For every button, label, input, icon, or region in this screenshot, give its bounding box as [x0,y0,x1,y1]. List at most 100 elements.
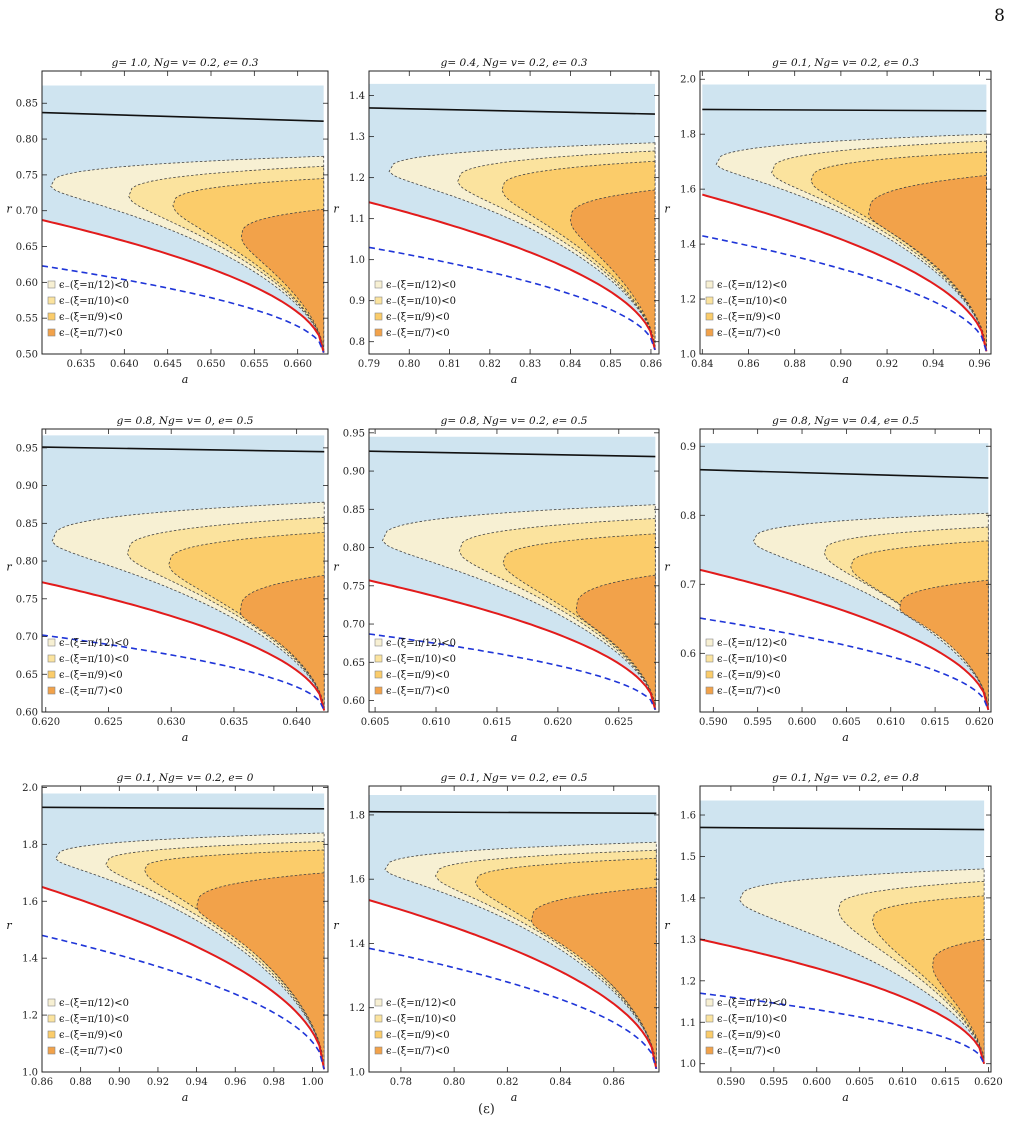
instability-region-4 [868,174,987,352]
x-axis-label: a [842,373,849,386]
plot-frame [699,785,992,1073]
legend-label: ϵ₋(ξ=π/9)<0 [717,670,781,681]
plot-area [42,85,325,353]
red-boundary-curve [700,568,990,711]
upper-black-line [42,111,324,122]
caption-fragment: (ε) [478,1102,495,1117]
instability-region-4 [239,574,325,711]
legend-label: ϵ₋(ξ=π/12)<0 [717,280,787,291]
upper-black-line [700,468,989,479]
upper-black-line [702,108,987,112]
y-tick-label: 0.80 [16,557,38,568]
x-tick-label: 0.625 [604,717,633,728]
blue-dashed-curve [42,265,325,353]
y-tick-label: 1.0 [680,350,696,361]
blue-dashed-curve [369,947,658,1070]
instability-region-3 [872,895,985,1064]
y-tick-label: 0.8 [349,337,365,348]
plot-frame [41,70,329,355]
y-tick-label: 0.80 [16,135,38,146]
x-tick-label: 0.660 [283,359,312,370]
y-tick-label: 1.8 [22,840,38,851]
legend-label: ϵ₋(ξ=π/9)<0 [59,1030,123,1041]
legend-swatch [705,686,714,695]
upper-black-line [42,446,325,453]
panel-9: g= 0.1, Ng= v= 0.2, e= 0.8 0.590 0.595 0.60… [664,772,1002,1104]
legend-swatch [705,638,714,647]
x-tick-label: 0.92 [876,359,898,370]
x-tick-label: 0.655 [240,359,269,370]
y-axis-label: r [664,203,670,216]
red-boundary-curve [42,219,325,353]
y-tick-label: 0.8 [680,511,696,522]
page-number: 8 [994,6,1005,26]
x-tick-label: 0.78 [390,1077,412,1088]
legend-label: ϵ₋(ξ=π/10)<0 [386,654,456,665]
legend-swatch [705,1014,714,1023]
y-tick-label: 1.4 [349,939,365,950]
y-tick-label: 1.3 [349,132,365,143]
legend-swatch [705,1046,714,1055]
legend-label: ϵ₋(ξ=π/9)<0 [59,312,123,323]
panel-6: g= 0.8, Ng= v= 0.4, e= 0.50.590 0.595 0.60… [664,415,993,744]
x-tick-label: 0.88 [784,359,806,370]
x-tick-label: 0.620 [31,717,60,728]
instability-region-4 [899,579,989,710]
y-tick-label: 1.6 [22,897,38,908]
red-boundary-curve [369,579,657,710]
chart-title: g= 0.8, Ng= v= 0.2, e= 0.5 [441,415,588,427]
y-tick-label: 1.2 [680,976,696,987]
y-tick-label: 0.85 [343,505,365,516]
chart-title: g= 0.8, Ng= v= 0.4, e= 0.5 [772,415,919,427]
legend-swatch [374,654,383,663]
legend-label: ϵ₋(ξ=π/10)<0 [717,296,787,307]
y-tick-label: 0.95 [343,428,365,439]
legend-swatch [47,328,56,337]
x-tick-label: 0.96 [224,1077,246,1088]
plot-frame [699,70,992,355]
red-boundary-curve [369,899,658,1070]
upper-black-line [369,107,655,115]
x-tick-label: 0.620 [974,1077,1003,1088]
y-tick-label: 1.1 [680,1018,696,1029]
y-tick-label: 0.9 [680,442,696,453]
legend-swatch [705,280,714,289]
legend-label: ϵ₋(ξ=π/7)<0 [386,686,450,697]
y-tick-label: 0.70 [343,620,365,631]
y-tick-label: 1.4 [680,893,696,904]
x-tick-label: 0.86 [603,1077,625,1088]
y-tick-label: 1.0 [349,1068,365,1079]
y-tick-label: 1.2 [680,295,696,306]
panel-4: g= 0.8, Ng= v= 0, e= 0.5 0.620 0.625 0.630 0… [6,415,329,744]
panel-3: g= 0.1, Ng= v= 0.2, e= 0.3 0.84 0.86 0.88 0.… [664,57,992,386]
legend-label: ϵ₋(ξ=π/10)<0 [386,1014,456,1025]
x-axis-label: a [842,731,849,744]
x-tick-label: 0.630 [157,717,186,728]
red-boundary-curve [702,193,988,352]
legend-swatch [374,296,383,305]
chart-title: g= 1.0, Ng= v= 0.2, e= 0.3 [112,57,259,69]
legend-label: ϵ₋(ξ=π/12)<0 [59,998,129,1009]
x-tick-label: 0.600 [802,1077,831,1088]
legend-swatch [47,296,56,305]
instability-region-4 [240,208,325,353]
y-tick-label: 0.70 [16,632,38,643]
instability-region-3 [850,540,989,710]
y-tick-label: 1.2 [22,1011,38,1022]
legend-swatch [374,280,383,289]
y-tick-label: 0.60 [343,696,365,707]
y-axis-label: r [664,919,670,932]
x-tick-label: 0.610 [876,717,905,728]
y-tick-label: 0.75 [16,170,38,181]
legend-label: ϵ₋(ξ=π/12)<0 [386,280,456,291]
legend-label: ϵ₋(ξ=π/9)<0 [386,670,450,681]
legend-swatch [374,312,383,321]
legend-swatch [47,312,56,321]
legend-swatch [374,1030,383,1039]
y-tick-label: 0.60 [16,278,38,289]
y-axis-label: r [6,203,12,216]
legend-swatch [374,1046,383,1055]
legend-swatch [705,998,714,1007]
legend-swatch [705,296,714,305]
legend-swatch [705,1030,714,1039]
